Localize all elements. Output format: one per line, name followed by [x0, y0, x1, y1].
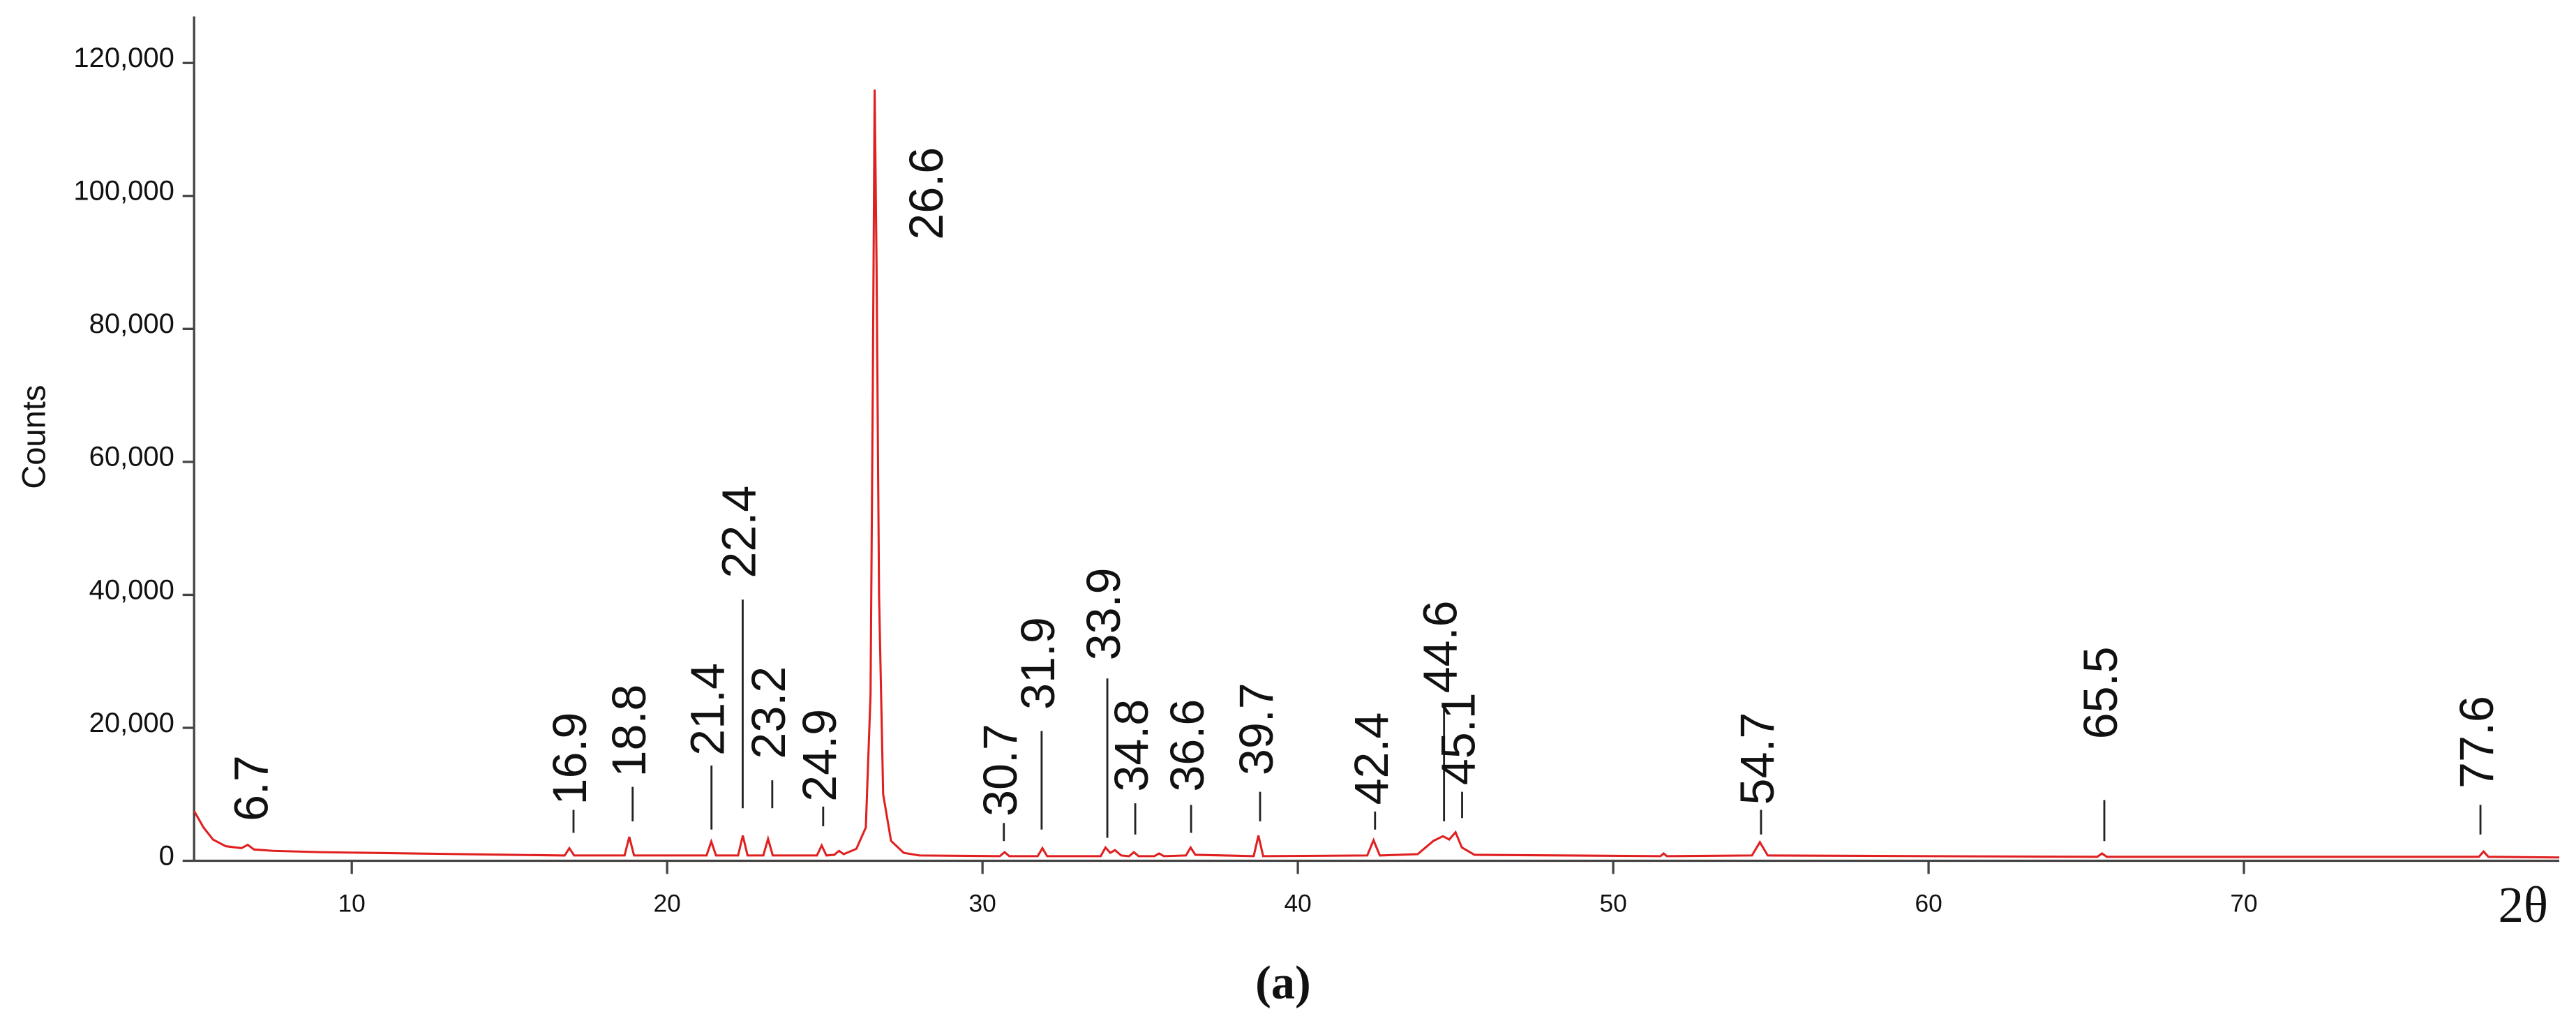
x-tick-label: 60 [1915, 890, 1942, 917]
x-tick-label: 20 [654, 890, 681, 917]
peak-label: 23.2 [742, 666, 795, 759]
peak-label: 21.4 [682, 663, 735, 756]
peak-label: 34.8 [1105, 699, 1158, 792]
peak-label: 39.7 [1230, 682, 1283, 775]
x-tick-label: 50 [1599, 890, 1626, 917]
y-tick-label: 40,000 [89, 574, 174, 605]
peak-label: 16.9 [544, 712, 597, 805]
peak-label: 65.5 [2074, 646, 2127, 739]
peak-label: 77.6 [2450, 696, 2503, 789]
x-tick-label: 40 [1284, 890, 1311, 917]
y-tick-label: 80,000 [89, 308, 174, 339]
peak-label: 42.4 [1345, 712, 1398, 805]
peak-label: 36.6 [1161, 699, 1214, 792]
peak-label: 22.4 [712, 486, 765, 579]
y-axis-label: Counts [15, 385, 52, 489]
y-tick-label: 0 [159, 840, 174, 871]
peak-label: 26.6 [900, 147, 953, 240]
y-tick-label: 120,000 [73, 43, 174, 73]
caption: (a) [1255, 955, 1311, 1008]
y-tick-label: 100,000 [73, 176, 174, 207]
x-tick-label: 30 [969, 890, 996, 917]
peak-label: 24.9 [793, 709, 846, 802]
peak-label: 30.7 [974, 724, 1027, 816]
data-line [193, 89, 2560, 859]
y-tick-label: 20,000 [89, 708, 174, 738]
x-tick-label: 10 [338, 890, 366, 917]
peak-label: 6.7 [225, 755, 278, 821]
y-tick-label: 60,000 [89, 442, 174, 472]
peak-label: 31.9 [1012, 617, 1065, 710]
x-axis-label: 2θ [2499, 876, 2548, 933]
peak-label: 45.1 [1432, 692, 1485, 785]
peak-label: 54.7 [1731, 712, 1784, 805]
peak-label: 18.8 [603, 685, 656, 777]
peak-label: 44.6 [1414, 601, 1467, 694]
x-tick-label: 70 [2230, 890, 2257, 917]
peak-label: 33.9 [1077, 567, 1130, 660]
